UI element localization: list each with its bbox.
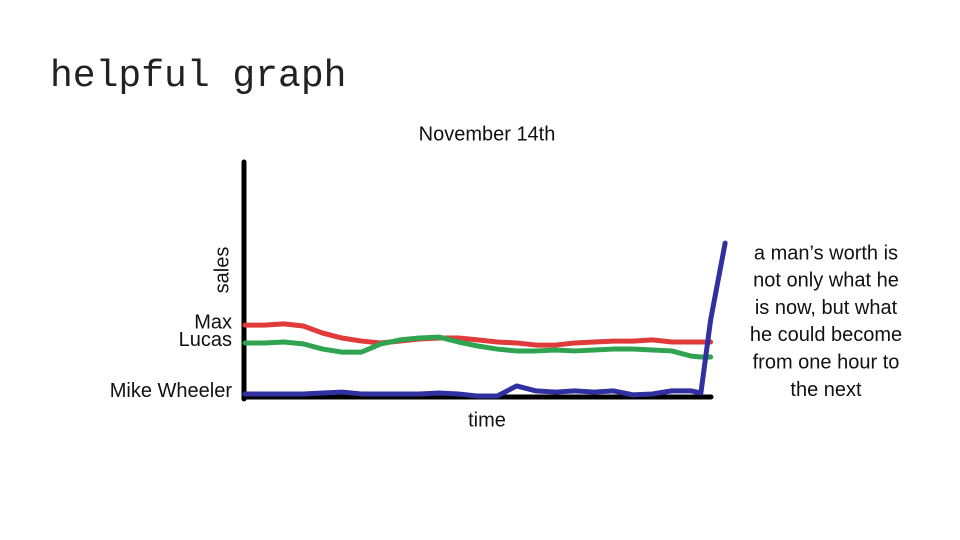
x-axis-label: time	[468, 409, 506, 431]
annotation-line: the next	[790, 379, 862, 401]
series-line	[242, 334, 714, 360]
series-label: Max	[194, 311, 232, 333]
annotation-line: is now, but what	[755, 297, 898, 319]
chart-title: November 14th	[419, 123, 556, 145]
annotation-line: from one hour to	[753, 351, 900, 373]
slide-title: helpful graph	[50, 55, 346, 98]
series-label: Mike Wheeler	[110, 380, 233, 402]
annotation-line: he could become	[750, 324, 902, 346]
y-axis-label: sales	[211, 247, 233, 294]
series-label: Lucas	[179, 329, 232, 351]
series-line	[242, 240, 728, 399]
annotation-line: a man’s worth is	[754, 242, 898, 264]
annotation-line: not only what he	[753, 270, 899, 292]
series-line	[242, 321, 714, 348]
